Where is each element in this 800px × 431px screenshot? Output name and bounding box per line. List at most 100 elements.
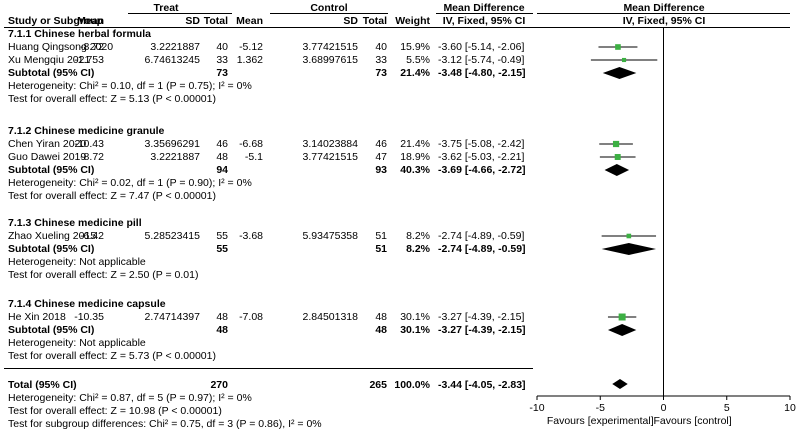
subgroup-heterogeneity: Heterogeneity: Not applicable [8,256,146,268]
col-control-mean: Mean [236,15,263,27]
study-weight: 30.1% [400,311,430,323]
subgroup-heterogeneity: Heterogeneity: Not applicable [8,337,146,349]
favours-control-label: Favours [control] [653,415,731,427]
study-treat-sd: 3.2221887 [150,41,200,53]
subtotal-treat-total: 48 [216,324,228,336]
subtotal-treat-total: 73 [216,67,228,79]
study-treat-mean: -8.72 [80,41,104,53]
study-weight: 8.2% [406,230,430,242]
subtotal-weight: 30.1% [400,324,430,336]
total-control-total: 265 [369,379,387,391]
study-control-mean: -5.12 [239,41,263,53]
x-tick-label: 10 [784,402,796,414]
col-treat-sd: SD [185,15,200,27]
header-md-title: Mean Difference [443,2,525,14]
study-treat-sd: 6.74613245 [144,54,200,66]
study-3-0-marker [618,313,626,321]
subtotal-diamond-2 [601,243,657,255]
col-plot-method: IV, Fixed, 95% CI [622,15,706,27]
study-control-mean: -7.08 [239,311,263,323]
study-control-sd: 3.14023884 [302,138,358,150]
favours-experimental-label: Favours [experimental] [547,415,654,427]
subgroup-overall-test: Test for overall effect: Z = 7.47 (P < 0… [8,190,216,202]
study-1-0-marker [612,140,620,148]
subtotal-control-total: 48 [375,324,387,336]
study-weight: 18.9% [400,151,430,163]
subgroup-title: 7.1.2 Chinese medicine granule [8,125,165,137]
subtotal-treat-total: 55 [216,243,228,255]
study-weight: 21.4% [400,138,430,150]
subgroup-overall-test: Test for overall effect: Z = 2.50 (P = 0… [8,269,199,281]
study-control-mean: -6.68 [239,138,263,150]
x-tick-label: -10 [529,402,544,414]
study-weight: 15.9% [400,41,430,53]
total-treat-total: 270 [210,379,228,391]
subgroup-differences-test: Test for subgroup differences: Chi² = 0.… [8,418,322,430]
study-control-sd: 3.77421515 [302,41,358,53]
subtotal-weight: 21.4% [400,67,430,79]
study-treat-total: 48 [216,151,228,163]
study-name: Zhao Xueling 2015 [8,230,97,242]
study-treat-mean: -6.42 [80,230,104,242]
col-weight: Weight [395,15,430,27]
subtotal-control-total: 51 [375,243,387,255]
subgroup-title: 7.1.1 Chinese herbal formula [8,28,151,40]
subtotal-weight: 40.3% [400,164,430,176]
col-md-method: IV, Fixed, 95% CI [442,15,526,27]
study-control-sd: 3.68997615 [302,54,358,66]
total-overall-test: Test for overall effect: Z = 10.98 (P < … [8,405,222,417]
study-control-sd: 5.93475358 [302,230,358,242]
subtotal-weight: 8.2% [406,243,430,255]
total-label: Total (95% CI) [8,379,77,391]
col-study: Study or Subgroup [8,15,104,27]
study-ci: -3.27 [-4.39, -2.15] [438,311,525,323]
subtotal-diamond-0 [602,67,637,79]
subtotal-ci: -3.27 [-4.39, -2.15] [438,324,526,336]
total-top-rule [4,368,533,369]
study-control-total: 40 [375,41,387,53]
study-ci: -3.62 [-5.03, -2.21] [438,151,525,163]
study-treat-total: 40 [216,41,228,53]
study-name: Chen Yiran 2020 [8,138,87,150]
study-treat-total: 55 [216,230,228,242]
subgroup-overall-test: Test for overall effect: Z = 5.13 (P < 0… [8,93,216,105]
study-control-total: 48 [375,311,387,323]
subtotal-treat-total: 94 [216,164,228,176]
header-control-rule [270,13,388,14]
study-treat-mean: -10.35 [74,311,104,323]
study-name: Guo Dawei 2019 [8,151,87,163]
subgroup-heterogeneity: Heterogeneity: Chi² = 0.02, df = 1 (P = … [8,177,252,189]
header-md-rule [436,13,533,14]
study-ci: -2.74 [-4.89, -0.59] [438,230,525,242]
total-diamond [612,379,628,389]
col-treat-total: Total [203,15,228,27]
study-control-total: 47 [375,151,387,163]
subtotal-control-total: 93 [375,164,387,176]
study-0-1-marker [621,57,627,63]
total-ci: -3.44 [-4.05, -2.83] [438,379,526,391]
study-1-1-marker [614,154,621,160]
subtotal-ci: -3.69 [-4.66, -2.72] [438,164,526,176]
total-heterogeneity: Heterogeneity: Chi² = 0.87, df = 5 (P = … [8,392,252,404]
header-control: Control [310,2,348,14]
study-ci: -3.75 [-5.08, -2.42] [438,138,525,150]
study-treat-sd: 5.28523415 [144,230,200,242]
subgroup-title: 7.1.3 Chinese medicine pill [8,217,142,229]
study-treat-total: 48 [216,311,228,323]
subtotal-label: Subtotal (95% CI) [8,164,95,176]
subtotal-diamond-1 [604,164,630,176]
study-control-total: 51 [375,230,387,242]
col-treat-mean: Mean [77,15,104,27]
x-tick-label: 0 [661,402,667,414]
study-treat-mean: -1.753 [74,54,104,66]
total-weight: 100.0% [394,379,430,391]
x-tick-label: 5 [724,402,730,414]
subtotal-ci: -2.74 [-4.89, -0.59] [438,243,526,255]
subtotal-ci: -3.48 [-4.80, -2.15] [438,67,526,79]
study-name: Huang Qingsong 2020 [8,41,114,53]
study-treat-mean: -10.43 [74,138,104,150]
header-bottom-rule [4,27,790,28]
subtotal-diamond-3 [607,324,637,336]
study-treat-total: 46 [216,138,228,150]
